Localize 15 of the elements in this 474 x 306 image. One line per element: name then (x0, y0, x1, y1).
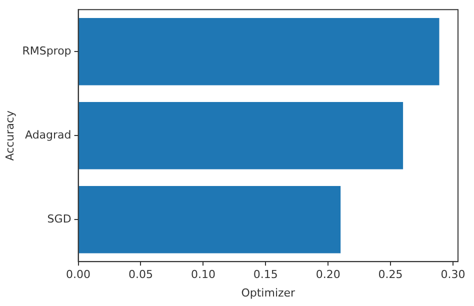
bar (78, 186, 341, 254)
x-tick-label: 0.05 (128, 268, 153, 282)
x-axis-title: Optimizer (241, 286, 296, 300)
x-tick-label: 0.00 (66, 268, 91, 282)
y-tick-label: Adagrad (24, 128, 72, 142)
bar (78, 18, 440, 86)
x-tick-label: 0.20 (316, 268, 340, 282)
x-tick-label: 0.15 (253, 268, 278, 282)
x-tick-label: 0.30 (440, 268, 466, 282)
y-tick-label: SGD (47, 212, 72, 226)
y-tick-label: RMSprop (22, 44, 72, 58)
y-axis-title: Accuracy (3, 110, 16, 161)
x-tick-label: 0.25 (378, 268, 403, 282)
bar (78, 102, 404, 170)
x-tick-label: 0.10 (190, 268, 216, 282)
